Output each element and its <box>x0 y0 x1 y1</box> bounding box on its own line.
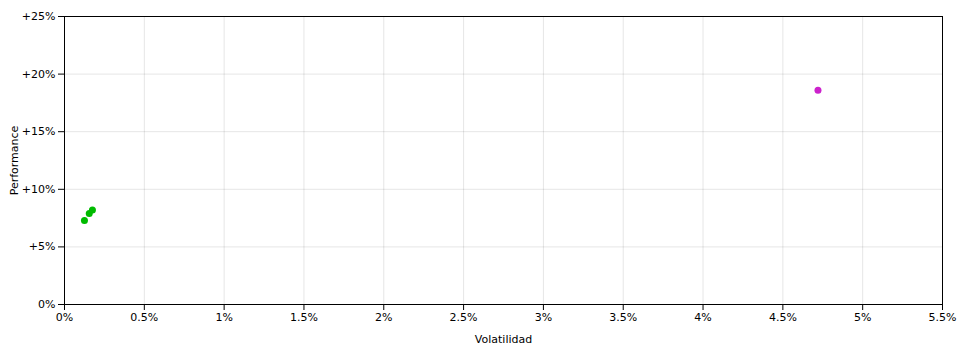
svg-text:4%: 4% <box>694 311 711 324</box>
svg-text:2%: 2% <box>375 311 392 324</box>
svg-text:5%: 5% <box>854 311 871 324</box>
svg-text:3%: 3% <box>535 311 552 324</box>
svg-text:1%: 1% <box>215 311 232 324</box>
svg-text:0%: 0% <box>38 298 55 311</box>
svg-text:+5%: +5% <box>29 240 56 253</box>
svg-text:5.5%: 5.5% <box>929 311 957 324</box>
svg-text:+10%: +10% <box>22 183 56 196</box>
svg-text:2.5%: 2.5% <box>450 311 478 324</box>
svg-text:+25%: +25% <box>22 10 56 23</box>
svg-text:Performance: Performance <box>8 125 21 195</box>
svg-text:0.5%: 0.5% <box>130 311 158 324</box>
svg-text:+20%: +20% <box>22 68 56 81</box>
svg-text:3.5%: 3.5% <box>609 311 637 324</box>
svg-text:+15%: +15% <box>22 125 56 138</box>
svg-text:4.5%: 4.5% <box>769 311 797 324</box>
svg-text:0%: 0% <box>56 311 73 324</box>
svg-text:1.5%: 1.5% <box>290 311 318 324</box>
svg-text:Volatilidad: Volatilidad <box>475 333 532 346</box>
